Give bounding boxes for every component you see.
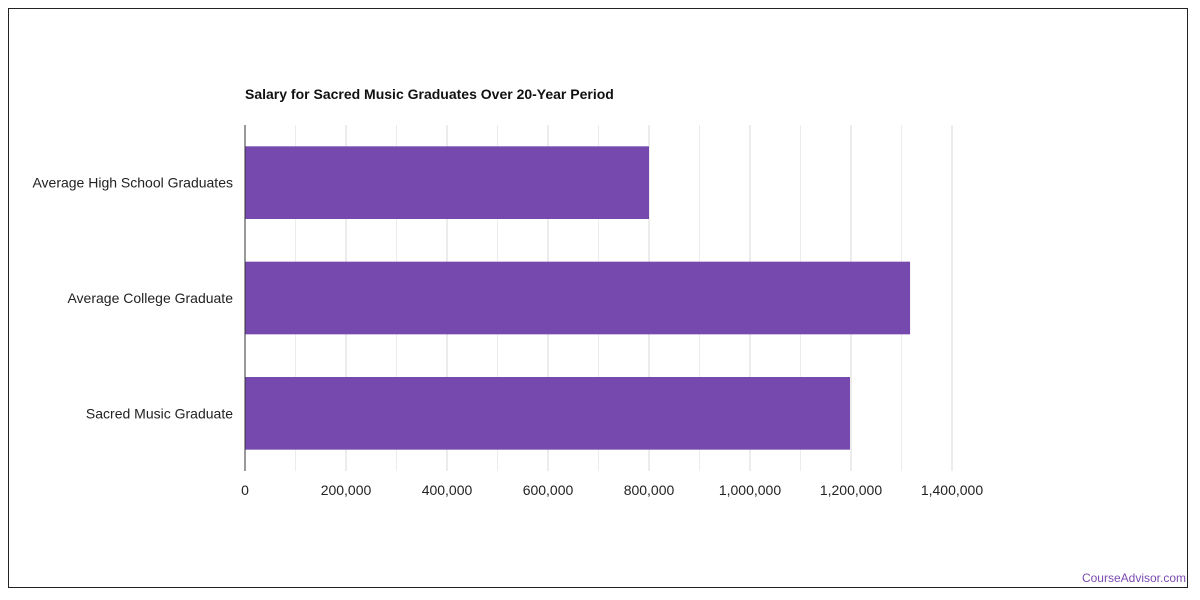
x-tick-label: 600,000	[523, 482, 574, 498]
x-tick-label: 0	[241, 482, 249, 498]
watermark-link[interactable]: CourseAdvisor.com	[1081, 571, 1186, 585]
bar	[245, 261, 911, 335]
x-tick-label: 400,000	[422, 482, 473, 498]
bar	[245, 377, 850, 450]
x-tick-label: 1,000,000	[719, 482, 781, 498]
bar	[245, 146, 649, 219]
x-tick-label: 200,000	[321, 482, 372, 498]
category-label: Average College Graduate	[67, 290, 233, 306]
chart-title: Salary for Sacred Music Graduates Over 2…	[245, 86, 614, 102]
x-tick-label: 1,200,000	[820, 482, 882, 498]
category-label: Average High School Graduates	[32, 175, 233, 191]
category-label: Sacred Music Graduate	[86, 405, 233, 421]
x-tick-label: 1,400,000	[921, 482, 983, 498]
x-tick-label: 800,000	[624, 482, 675, 498]
